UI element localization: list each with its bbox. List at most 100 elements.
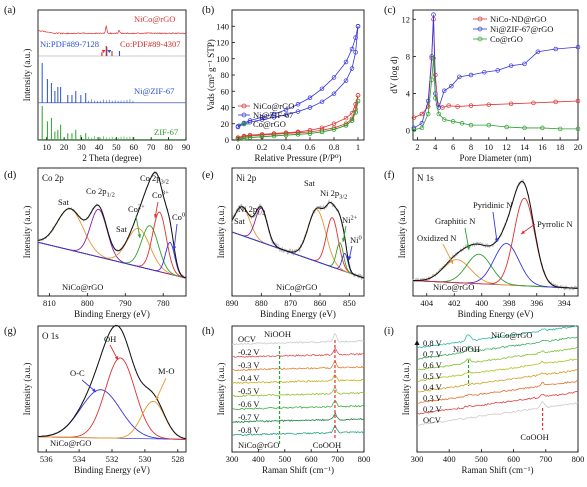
- data-point: [455, 104, 460, 109]
- sample-label: NiCo@rGO: [238, 440, 279, 450]
- potential-label: 0.3 V: [423, 393, 443, 403]
- y-tick-label: 100: [216, 54, 229, 64]
- x-tick-label: 300: [226, 454, 239, 464]
- fit-envelope: [412, 180, 578, 289]
- data-point: [425, 111, 431, 117]
- data-point: [433, 95, 438, 101]
- data-point: [319, 86, 325, 92]
- coooh-label: CoOOH: [520, 432, 548, 442]
- x-tick-label: 6: [451, 142, 455, 152]
- reference-label-ni: Ni:PDF#89-7128: [40, 39, 99, 49]
- data-point: [271, 131, 277, 136]
- raman-spectrum: [231, 333, 365, 346]
- data-point: [271, 133, 277, 139]
- data-point: [331, 121, 337, 126]
- x-tick-label: 80: [164, 142, 173, 152]
- x-tick-label: 16: [538, 142, 547, 152]
- data-point: [295, 101, 301, 107]
- potential-label: 0.8 V: [423, 338, 443, 348]
- raman-spectrum: [416, 380, 579, 404]
- potential-label: 0.7 V: [423, 349, 443, 359]
- raman-spectrum: [231, 425, 365, 436]
- data-point: [436, 105, 442, 110]
- element-label: O 1s: [42, 331, 59, 341]
- peak-label-ni2plus: Ni2+: [342, 215, 358, 226]
- data-point: [486, 102, 492, 107]
- x-tick-label: 532: [106, 454, 119, 464]
- data-point: [504, 124, 509, 130]
- y-tick-label: 140: [216, 21, 229, 31]
- data-point: [508, 101, 514, 107]
- y-tick-label: 12: [402, 14, 411, 24]
- legend-entry: NiCo-ND@rGO: [490, 14, 546, 24]
- y-axis-label: Intensity (a.u.): [22, 363, 32, 416]
- x-tick-label: 400: [475, 298, 488, 308]
- potential-label: 0.2 V: [423, 404, 443, 414]
- annotation-arrowhead: [137, 234, 142, 238]
- data-point: [307, 105, 313, 110]
- panel-e-ni2p-xps: 890 880 870 860 850 Binding Energy (eV) Intens…: [202, 167, 365, 319]
- x-tick-label: 600: [507, 454, 520, 464]
- raman-spectrum: [416, 369, 579, 393]
- x-axis-label: Binding Energy (eV): [74, 309, 150, 319]
- peak-label-sat: Sat: [304, 178, 316, 188]
- legend-marker: [477, 36, 483, 42]
- peak-label-co3plus: Co3+: [152, 190, 169, 201]
- x-tick-label: 500: [278, 454, 291, 464]
- data-point: [353, 49, 358, 55]
- x-tick-label: 90: [182, 142, 191, 152]
- x-tick-label: 18: [556, 142, 565, 152]
- legend-marker: [477, 16, 483, 22]
- annotation-arrowhead: [348, 256, 352, 260]
- peak-label-ni0: Ni0: [350, 235, 362, 246]
- legend-marker: [241, 121, 247, 127]
- peak-label-co2p32: Co 2p3/2: [140, 173, 169, 186]
- legend-marker: [477, 26, 483, 32]
- data-point: [441, 88, 447, 94]
- x-tick-label: 20: [574, 142, 583, 152]
- series-line: [413, 58, 578, 131]
- fit-envelope: [231, 201, 365, 279]
- data-point: [431, 56, 436, 61]
- data-point: [343, 115, 349, 121]
- annotation-arrowhead: [153, 214, 158, 218]
- data-point: [419, 111, 425, 117]
- annotation-arrowhead: [341, 238, 346, 242]
- legend-entry: Ni@ZIF-67@rGO: [490, 24, 553, 34]
- peak-label-pyridinic-n: Pyridinic N: [473, 200, 512, 210]
- peak-label-sat: Sat: [116, 224, 128, 234]
- panel-label: (c): [384, 5, 396, 16]
- data-point: [419, 125, 425, 131]
- x-tick-label: 14: [520, 142, 529, 152]
- x-tick-label: 300: [411, 454, 424, 464]
- annotation-arrow: [135, 215, 141, 239]
- data-point: [459, 121, 465, 126]
- data-point: [349, 66, 355, 71]
- data-point: [331, 91, 337, 96]
- element-label: Ni 2p: [236, 173, 257, 183]
- data-point: [355, 93, 361, 98]
- x-axis-label: Binding Energy (eV): [74, 465, 150, 475]
- sample-label: NiCo@rGO: [276, 282, 317, 292]
- x-tick-label: 790: [119, 298, 132, 308]
- data-point: [429, 77, 434, 82]
- peak-label-ni2p12: Ni 2p1/2: [238, 204, 265, 217]
- data-point: [540, 125, 545, 131]
- raman-spectrum: [416, 358, 579, 382]
- data-point: [486, 122, 492, 128]
- x-tick-label: 530: [139, 454, 152, 464]
- data-point: [343, 78, 349, 83]
- y-tick-label: 8: [406, 51, 410, 61]
- data-point: [482, 69, 487, 75]
- data-point: [319, 129, 325, 135]
- data-point: [259, 114, 265, 120]
- x-tick-label: 870: [284, 298, 297, 308]
- data-point: [331, 127, 337, 132]
- x-tick-label: 1: [356, 142, 360, 152]
- panel-f-n1s-xps: 404 402 400 398 396 394 Binding Energy (eV) Int…: [384, 167, 579, 319]
- data-point: [241, 136, 247, 141]
- annotation-arrowhead: [172, 246, 177, 250]
- panel-label: (g): [4, 326, 17, 337]
- plot-frame: [37, 325, 187, 453]
